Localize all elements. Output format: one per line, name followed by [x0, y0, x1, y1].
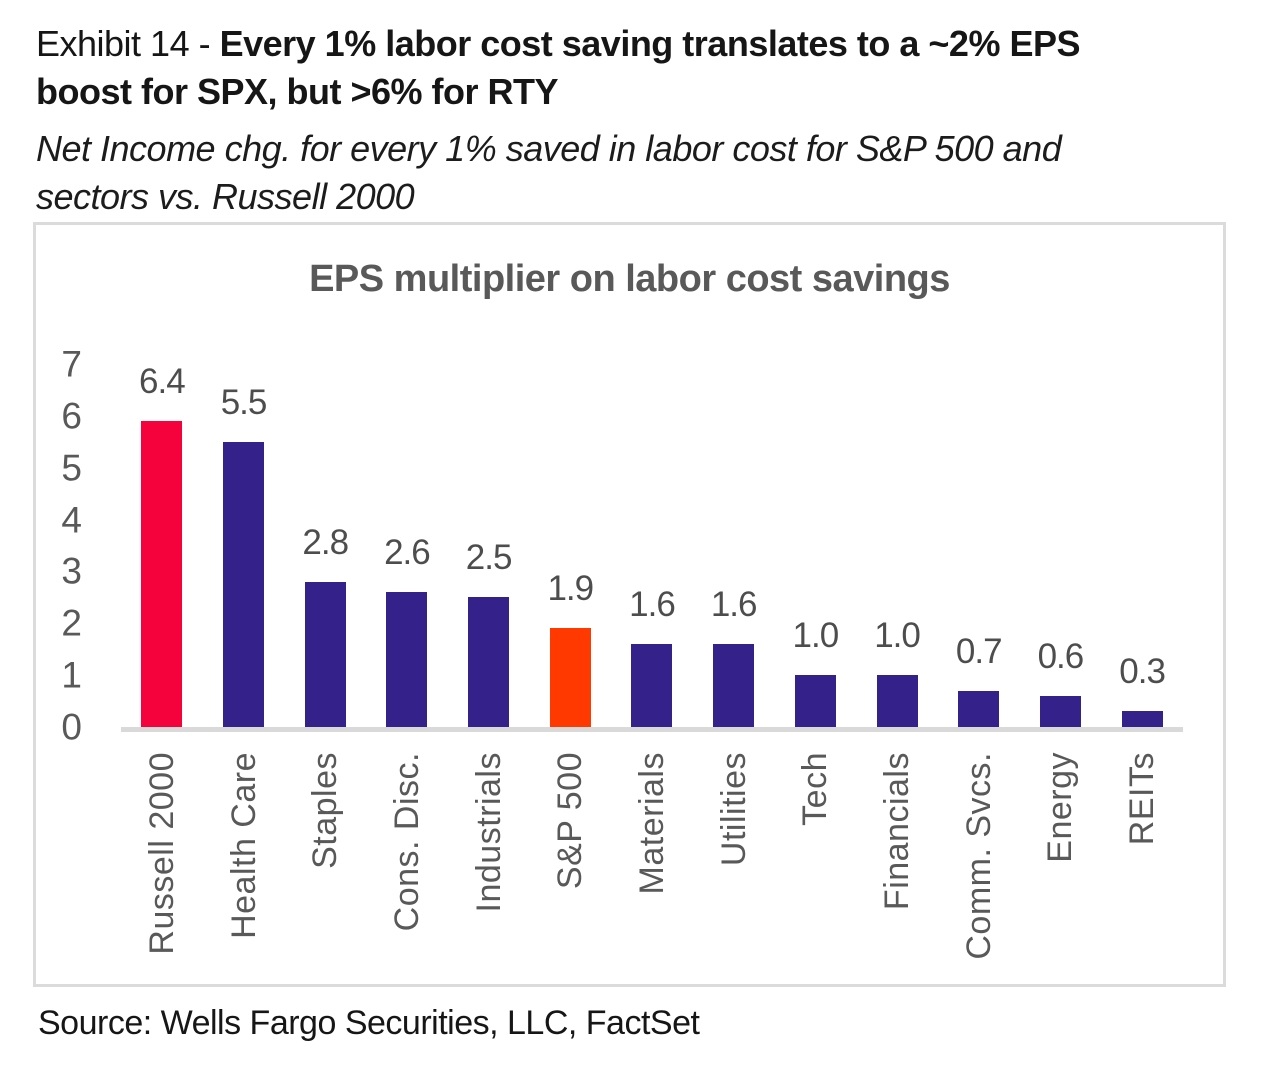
bar-group-financials: 1.0	[856, 364, 938, 727]
bar-value-label: 5.5	[220, 382, 268, 422]
bar-value-label: 1.6	[710, 585, 758, 625]
bar	[794, 675, 836, 727]
bar	[876, 675, 918, 727]
bar-group-industrials: 2.5	[448, 364, 530, 727]
bar-value-label: 0.7	[955, 631, 1003, 671]
y-axis-tick-label: 4	[61, 499, 82, 541]
bar-group-russell-2000: 6.4	[121, 364, 203, 727]
x-label-cell: Cons. Disc.	[366, 752, 448, 987]
x-label-cell: REITs	[1101, 752, 1183, 987]
exhibit-title-bold-line2: boost for SPX, but >6% for RTY	[36, 71, 559, 112]
x-label-cell: Energy	[1020, 752, 1102, 987]
exhibit-header: Exhibit 14 - Every 1% labor cost saving …	[36, 20, 1246, 221]
x-label-cell: Health Care	[203, 752, 285, 987]
bar-value-label: 0.3	[1119, 652, 1166, 692]
x-label-cell: Russell 2000	[121, 752, 203, 987]
x-label-cell: Tech	[775, 752, 857, 987]
bar	[386, 592, 428, 727]
bar-group-staples: 2.8	[284, 364, 366, 727]
y-axis-tick-label: 3	[61, 550, 82, 592]
x-axis-label: Staples	[306, 752, 345, 869]
bar-group-cons-disc-: 2.6	[366, 364, 448, 727]
bar-group-s-p-500: 1.9	[529, 364, 611, 727]
bar	[223, 441, 265, 727]
bar-value-label: 1.0	[874, 616, 921, 656]
y-axis-tick-label: 6	[61, 395, 82, 437]
plot-area: 6.4 5.5 2.8 2.6 2.5 1.9 1.6 1.6 1.0 1.0 0.7 0.6 0.3	[121, 364, 1183, 732]
x-label-cell: Comm. Svcs.	[938, 752, 1020, 987]
bar-group-tech: 1.0	[775, 364, 857, 727]
x-label-cell: S&P 500	[529, 752, 611, 987]
x-axis-label: Russell 2000	[142, 752, 181, 955]
x-label-cell: Financials	[856, 752, 938, 987]
x-label-cell: Materials	[611, 752, 693, 987]
x-label-cell: Staples	[284, 752, 366, 987]
exhibit-title: Exhibit 14 - Every 1% labor cost saving …	[36, 20, 1246, 68]
y-axis-tick-label: 7	[61, 343, 82, 385]
x-axis-label: Utilities	[714, 752, 753, 867]
chart-title: EPS multiplier on labor cost savings	[309, 258, 950, 300]
bar-value-label: 1.0	[792, 616, 840, 656]
bar-group-reits: 0.3	[1101, 364, 1183, 727]
x-axis-label: Comm. Svcs.	[959, 752, 998, 960]
exhibit-title-bold-line1: Every 1% labor cost saving translates to…	[219, 23, 1081, 64]
bar	[304, 581, 346, 727]
bar-value-label: 6.4	[139, 362, 186, 401]
x-axis-label: Financials	[878, 752, 917, 911]
exhibit-title-line2: boost for SPX, but >6% for RTY	[36, 68, 1246, 116]
x-label-cell: Industrials	[448, 752, 530, 987]
x-axis-label: Materials	[632, 752, 671, 895]
bar	[713, 644, 755, 727]
bar	[958, 690, 1000, 727]
bar-value-label: 1.6	[629, 585, 676, 625]
bar	[468, 597, 510, 727]
bar-value-label: 2.6	[384, 533, 431, 573]
bar-value-label: 2.8	[302, 522, 349, 562]
chart-panel: EPS multiplier on labor cost savings 7 6 5…	[33, 222, 1226, 987]
bar	[549, 628, 591, 727]
y-axis-tick-label: 2	[61, 602, 82, 644]
x-axis-label: Health Care	[224, 752, 263, 939]
x-label-cell: Utilities	[693, 752, 775, 987]
exhibit-number-label: Exhibit 14 -	[36, 23, 220, 64]
bar-group-energy: 0.6	[1020, 364, 1102, 727]
bar	[1039, 695, 1081, 727]
x-axis-label: S&P 500	[551, 752, 590, 890]
bar	[1121, 711, 1163, 727]
bar-group-comm-svcs-: 0.7	[938, 364, 1020, 727]
y-axis-tick-label: 0	[61, 706, 82, 748]
y-axis: 7 6 5 4 3 2 1 0	[36, 346, 84, 746]
x-axis-label: REITs	[1123, 752, 1162, 846]
bar-group-materials: 1.6	[611, 364, 693, 727]
x-axis-baseline	[121, 727, 1183, 732]
subtitle-line2: sectors vs. Russell 2000	[36, 176, 415, 217]
exhibit-subtitle: Net Income chg. for every 1% saved in la…	[36, 125, 1246, 221]
subtitle-line1: Net Income chg. for every 1% saved in la…	[36, 128, 1062, 169]
source-note: Source: Wells Fargo Securities, LLC, Fac…	[38, 1004, 700, 1042]
y-axis-tick-label: 1	[61, 654, 82, 696]
x-axis-label: Cons. Disc.	[387, 752, 426, 932]
bar-value-label: 0.6	[1037, 636, 1085, 676]
bar	[631, 644, 673, 727]
y-axis-tick-label: 5	[61, 447, 82, 489]
bar-value-label: 2.5	[465, 538, 513, 578]
x-axis-labels: Russell 2000 Health Care Staples Cons. Disc…	[121, 752, 1183, 987]
x-axis-label: Energy	[1041, 752, 1080, 863]
bar-group-health-care: 5.5	[203, 364, 285, 727]
bar-value-label: 1.9	[547, 569, 594, 609]
bars-row: 6.4 5.5 2.8 2.6 2.5 1.9 1.6 1.6 1.0 1.0 0.7 0.6 0.3	[121, 364, 1183, 727]
bar	[141, 421, 183, 727]
bar-group-utilities: 1.6	[693, 364, 775, 727]
x-axis-label: Tech	[796, 752, 835, 826]
x-axis-label: Industrials	[469, 752, 508, 913]
